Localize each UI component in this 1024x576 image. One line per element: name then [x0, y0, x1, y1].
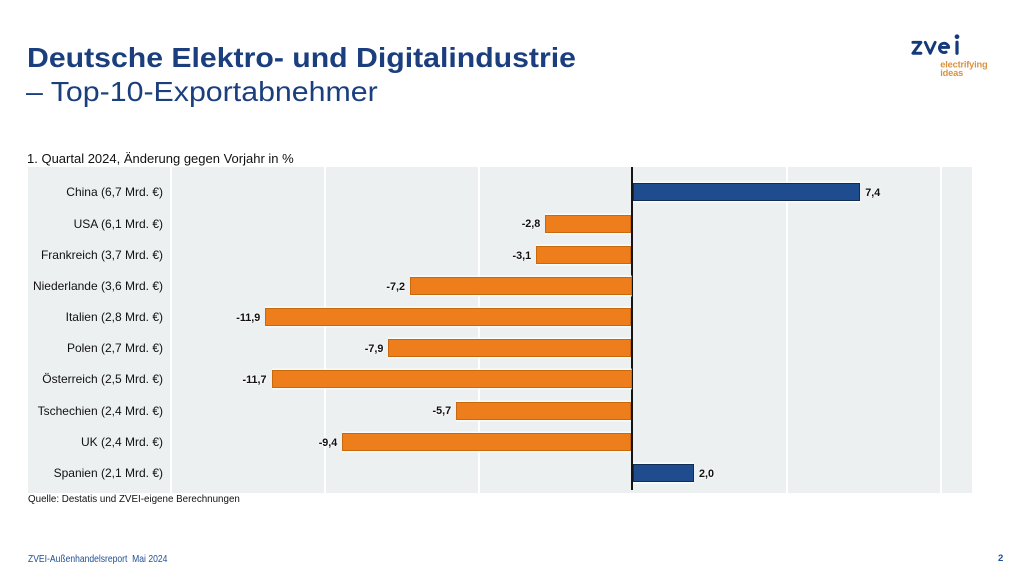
svg-text:ideas: ideas	[940, 68, 963, 78]
svg-text:electrifying: electrifying	[940, 60, 988, 70]
